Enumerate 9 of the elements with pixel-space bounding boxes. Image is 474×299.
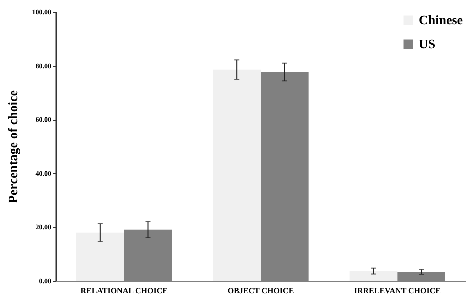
bar [350, 271, 398, 281]
bar [213, 70, 261, 281]
legend-label: Chinese [419, 12, 464, 28]
y-axis-title: Percentage of choice [5, 90, 20, 204]
legend-label: US [419, 36, 436, 52]
x-tick-label: IRRELEVANT CHOICE [354, 286, 441, 296]
x-tick-label: OBJECT CHOICE [228, 286, 294, 296]
bar [76, 232, 124, 281]
x-tick-label: RELATIONAL CHOICE [80, 286, 168, 296]
